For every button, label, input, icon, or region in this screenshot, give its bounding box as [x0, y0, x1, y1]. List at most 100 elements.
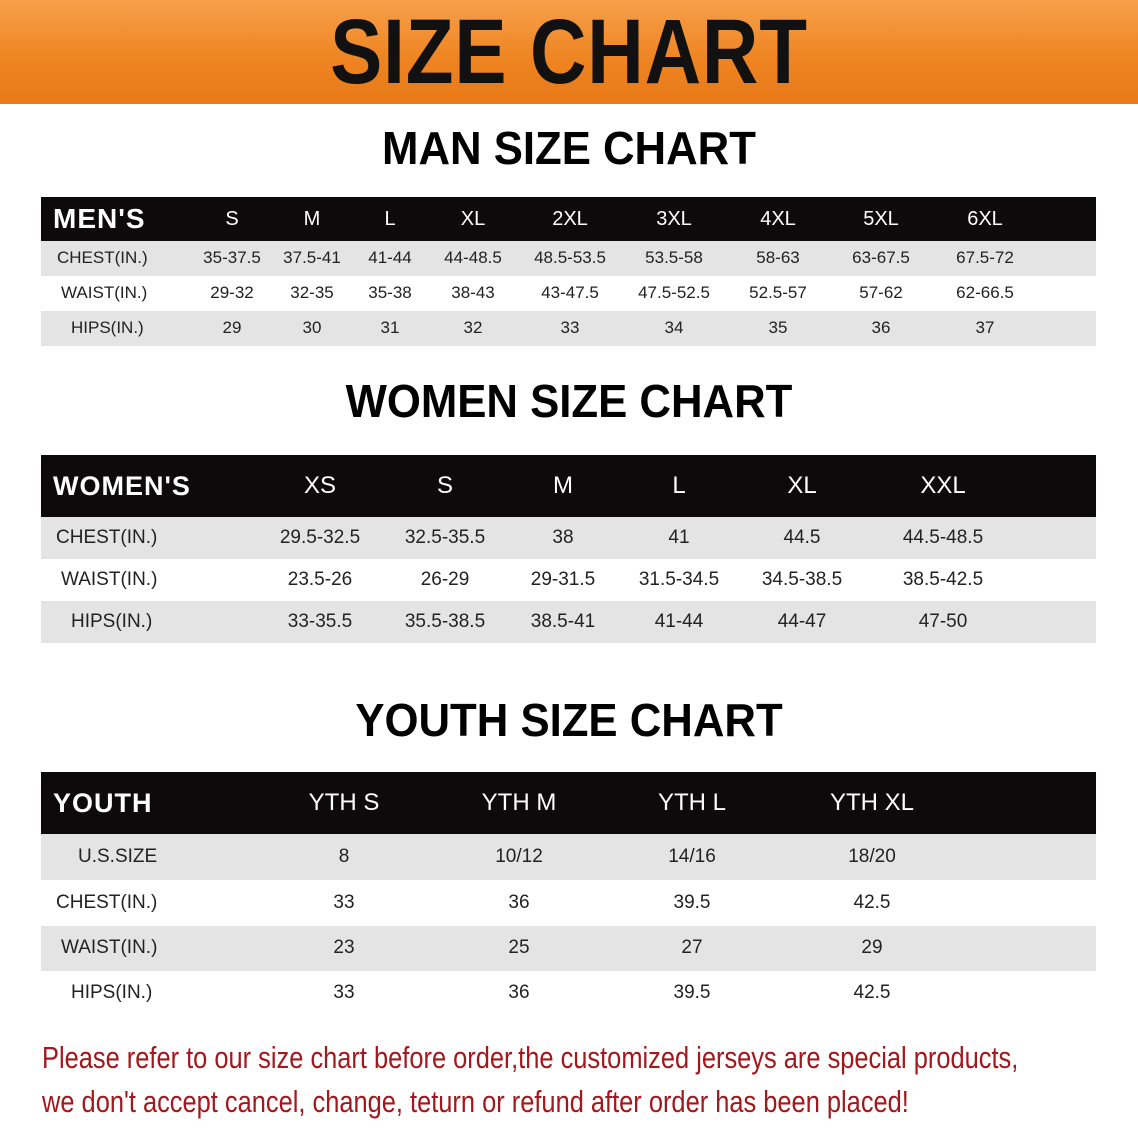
size-header: YTH S	[308, 788, 380, 816]
table-cell: 67.5-72	[956, 248, 1014, 268]
size-header: M	[303, 208, 321, 230]
size-header: XS	[303, 471, 337, 499]
row-label: WAIST(IN.)	[61, 937, 158, 959]
table-cell: 44-47	[777, 610, 827, 632]
table-cell: 33	[333, 891, 355, 913]
table-row: WAIST(IN.) 23.5-26 26-29 29-31.5 31.5-34.5 34…	[41, 559, 1096, 601]
table-cell: 33	[333, 982, 355, 1004]
table-cell: 62-66.5	[956, 283, 1014, 303]
table-cell: 29-32	[210, 283, 254, 303]
row-label: U.S.SIZE	[78, 845, 158, 867]
table-cell: 26-29	[420, 568, 470, 590]
size-header: S	[225, 208, 239, 230]
table-cell: 32-35	[290, 283, 334, 303]
table-cell: 47.5-52.5	[638, 283, 710, 303]
table-cell: 47-50	[918, 610, 968, 632]
table-cell: 29-31.5	[530, 568, 596, 590]
men-header-label: MEN'S	[53, 203, 146, 235]
table-cell: 34	[664, 318, 684, 338]
men-section-title: MAN SIZE CHART	[382, 122, 756, 174]
table-cell: 30	[302, 318, 322, 338]
size-header: M	[553, 471, 573, 499]
table-cell: 32	[463, 318, 483, 338]
table-row: HIPS(IN.) 29 30 31 32 33 34 35 36 37	[41, 311, 1096, 346]
size-header: S	[436, 471, 454, 499]
table-cell: 14/16	[668, 845, 716, 867]
size-header: YTH M	[481, 788, 557, 816]
row-label: CHEST(IN.)	[56, 891, 158, 913]
table-cell: 36	[871, 318, 891, 338]
table-cell: 44.5-48.5	[902, 526, 984, 548]
table-row: HIPS(IN.) 33-35.5 35.5-38.5 38.5-41 41-44 44-…	[41, 601, 1096, 643]
banner-title: SIZE CHART	[330, 1, 808, 103]
men-header-row: MEN'S S M L XL 2XL 3XL 4XL 5XL 6XL	[41, 197, 1096, 241]
table-cell: 29.5-32.5	[279, 526, 361, 548]
row-label: WAIST(IN.)	[61, 283, 148, 303]
size-header: 6XL	[967, 208, 1003, 230]
table-cell: 58-63	[756, 248, 800, 268]
youth-header-row: YOUTH YTH S YTH M YTH L YTH XL	[41, 772, 1096, 834]
table-cell: 37.5-41	[283, 248, 341, 268]
table-cell: 35-38	[368, 283, 412, 303]
table-cell: 18/20	[848, 845, 896, 867]
row-label: HIPS(IN.)	[71, 610, 153, 632]
table-cell: 29	[861, 937, 883, 959]
table-cell: 31.5-34.5	[638, 568, 720, 590]
table-cell: 38.5-42.5	[902, 568, 984, 590]
table-cell: 25	[508, 937, 530, 959]
row-label: WAIST(IN.)	[61, 568, 158, 590]
size-header: 5XL	[863, 208, 899, 230]
table-cell: 36	[508, 982, 530, 1004]
table-cell: 31	[380, 318, 400, 338]
table-cell: 57-62	[859, 283, 903, 303]
women-header-label: WOMEN'S	[53, 470, 191, 501]
notice-line-1: Please refer to our size chart before or…	[42, 1040, 1019, 1075]
table-cell: 38.5-41	[530, 610, 596, 632]
table-cell: 42.5	[853, 891, 891, 913]
women-header-row: WOMEN'S XS S M L XL XXL	[41, 455, 1096, 517]
table-cell: 32.5-35.5	[404, 526, 486, 548]
table-row: WAIST(IN.) 23 25 27 29	[41, 926, 1096, 971]
table-cell: 29	[222, 318, 242, 338]
table-cell: 35-37.5	[203, 248, 261, 268]
table-cell: 42.5	[853, 982, 891, 1004]
size-header: XL	[460, 208, 486, 230]
table-cell: 41	[668, 526, 690, 548]
size-header: YTH XL	[829, 788, 915, 816]
notice-line-2: we don't accept cancel, change, teturn o…	[42, 1084, 909, 1119]
table-row: HIPS(IN.) 33 36 39.5 42.5	[41, 971, 1096, 1016]
youth-section-title: YOUTH SIZE CHART	[355, 694, 783, 746]
row-label: CHEST(IN.)	[56, 526, 158, 548]
table-cell: 48.5-53.5	[534, 248, 606, 268]
table-cell: 27	[681, 937, 703, 959]
table-cell: 23.5-26	[287, 568, 353, 590]
table-cell: 33	[560, 318, 580, 338]
table-cell: 37	[975, 318, 995, 338]
size-header: XL	[787, 471, 817, 499]
table-row: CHEST(IN.) 35-37.5 37.5-41 41-44 44-48.5 48.5…	[41, 241, 1096, 276]
table-cell: 34.5-38.5	[761, 568, 843, 590]
women-section-title: WOMEN SIZE CHART	[345, 375, 793, 427]
table-cell: 10/12	[495, 845, 543, 867]
table-cell: 38-43	[451, 283, 495, 303]
table-cell: 39.5	[673, 891, 711, 913]
table-cell: 39.5	[673, 982, 711, 1004]
table-row: WAIST(IN.) 29-32 32-35 35-38 38-43 43-47.5 47.…	[41, 276, 1096, 311]
size-header: XXL	[920, 471, 966, 499]
table-cell: 44-48.5	[444, 248, 502, 268]
table-cell: 53.5-58	[645, 248, 703, 268]
table-cell: 8	[338, 845, 350, 867]
table-cell: 52.5-57	[749, 283, 807, 303]
table-cell: 35	[768, 318, 788, 338]
size-header: L	[384, 208, 396, 230]
table-cell: 63-67.5	[852, 248, 910, 268]
youth-header-label: YOUTH	[53, 787, 153, 818]
row-label: HIPS(IN.)	[71, 318, 144, 338]
table-cell: 35.5-38.5	[404, 610, 486, 632]
table-cell: 41-44	[368, 248, 412, 268]
size-header: L	[672, 471, 686, 499]
table-cell: 23	[333, 937, 355, 959]
size-header: YTH L	[657, 788, 727, 816]
size-header: 3XL	[656, 208, 692, 230]
table-cell: 41-44	[654, 610, 704, 632]
